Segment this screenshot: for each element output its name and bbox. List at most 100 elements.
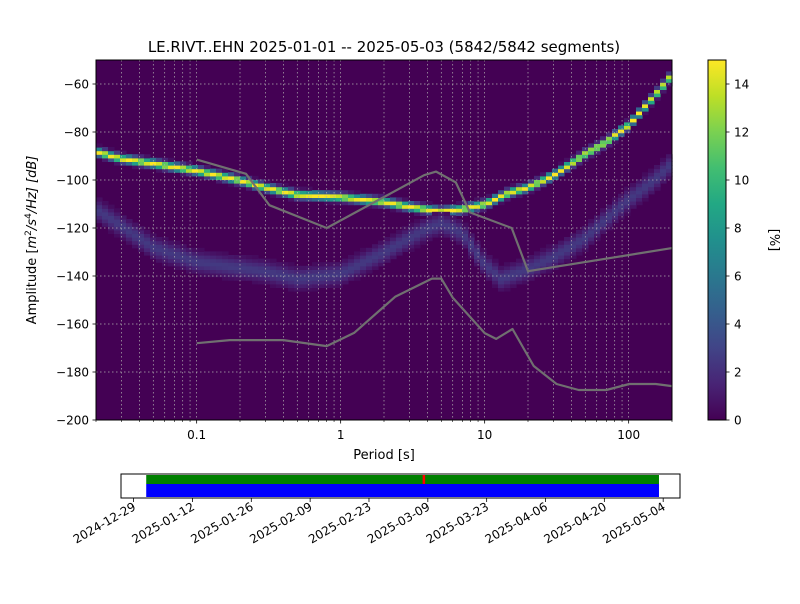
density-cell	[240, 262, 247, 267]
density-cell	[324, 201, 331, 206]
density-cell	[186, 265, 193, 270]
density-cell	[228, 179, 235, 184]
density-cell	[474, 247, 481, 252]
density-cell	[516, 183, 523, 188]
density-cell	[480, 197, 487, 202]
density-cell	[96, 201, 103, 206]
density-cell	[456, 240, 463, 245]
density-cell	[114, 215, 121, 220]
density-cell	[654, 93, 661, 98]
density-cell	[564, 251, 571, 256]
density-cell	[432, 229, 439, 234]
density-cell	[384, 244, 391, 249]
density-cell	[408, 244, 415, 249]
density-cell	[264, 262, 271, 267]
density-cell	[390, 244, 397, 249]
density-cell	[132, 157, 139, 162]
density-cell	[492, 262, 499, 267]
density-cell	[156, 258, 163, 263]
density-cell	[564, 240, 571, 245]
density-cell	[396, 244, 403, 249]
density-cell	[300, 265, 307, 270]
density-cell	[150, 157, 157, 162]
density-cell	[426, 237, 433, 242]
density-cell	[354, 190, 361, 195]
density-cell	[444, 229, 451, 234]
density-cell	[390, 201, 397, 206]
density-cell	[300, 276, 307, 281]
density-cell	[348, 201, 355, 206]
density-cell	[504, 287, 511, 292]
density-cell	[480, 255, 487, 260]
density-cell	[210, 175, 217, 180]
density-cell	[618, 125, 625, 130]
density-cell	[108, 222, 115, 227]
density-cell	[528, 262, 535, 267]
density-cell	[312, 280, 319, 285]
density-cell	[258, 273, 265, 278]
density-cell	[192, 255, 199, 260]
density-cell	[534, 183, 541, 188]
density-cell	[642, 190, 649, 195]
density-cell	[258, 190, 265, 195]
density-cell	[432, 226, 439, 231]
density-cell	[654, 85, 661, 90]
density-cell	[642, 193, 649, 198]
density-cell	[576, 157, 583, 162]
density-cell	[594, 215, 601, 220]
y-tick-label: −60	[64, 78, 89, 92]
density-cell	[366, 201, 373, 206]
density-cell	[204, 175, 211, 180]
density-cell	[378, 262, 385, 267]
density-cell	[204, 265, 211, 270]
density-cell	[624, 193, 631, 198]
density-cell	[258, 262, 265, 267]
density-cell	[558, 258, 565, 263]
density-cell	[390, 255, 397, 260]
density-cell	[570, 255, 577, 260]
density-cell	[630, 183, 637, 188]
density-cell	[414, 229, 421, 234]
density-cell	[294, 280, 301, 285]
density-cell	[474, 255, 481, 260]
density-cell	[156, 161, 163, 166]
density-cell	[108, 154, 115, 159]
density-cell	[624, 125, 631, 130]
density-cell	[336, 201, 343, 206]
density-cell	[546, 244, 553, 249]
density-cell	[642, 107, 649, 112]
density-cell	[480, 204, 487, 209]
density-cell	[474, 204, 481, 209]
density-cell	[216, 251, 223, 256]
density-cell	[246, 179, 253, 184]
density-cell	[360, 255, 367, 260]
density-cell	[324, 273, 331, 278]
y-tick-label: −160	[56, 318, 89, 332]
density-cell	[198, 165, 205, 170]
density-cell	[216, 168, 223, 173]
density-cell	[642, 179, 649, 184]
density-cell	[306, 197, 313, 202]
density-cell	[468, 233, 475, 238]
density-cell	[294, 276, 301, 281]
density-cell	[636, 193, 643, 198]
density-cell	[366, 255, 373, 260]
density-cell	[462, 229, 469, 234]
density-cell	[306, 186, 313, 191]
density-cell	[312, 273, 319, 278]
timeline-tick-label: 2025-02-09	[247, 499, 314, 546]
density-cell	[204, 251, 211, 256]
density-cell	[510, 269, 517, 274]
density-cell	[546, 175, 553, 180]
density-cell	[396, 197, 403, 202]
density-cell	[558, 262, 565, 267]
density-cell	[336, 197, 343, 202]
density-cell	[138, 240, 145, 245]
density-cell	[576, 247, 583, 252]
density-cell	[402, 244, 409, 249]
y-axis-label: Amplitude [m2/s4/Hz] [dB]	[24, 156, 40, 325]
density-cell	[270, 183, 277, 188]
timeline-bar-bottom	[146, 484, 659, 497]
density-cell	[636, 111, 643, 116]
density-cell	[390, 197, 397, 202]
